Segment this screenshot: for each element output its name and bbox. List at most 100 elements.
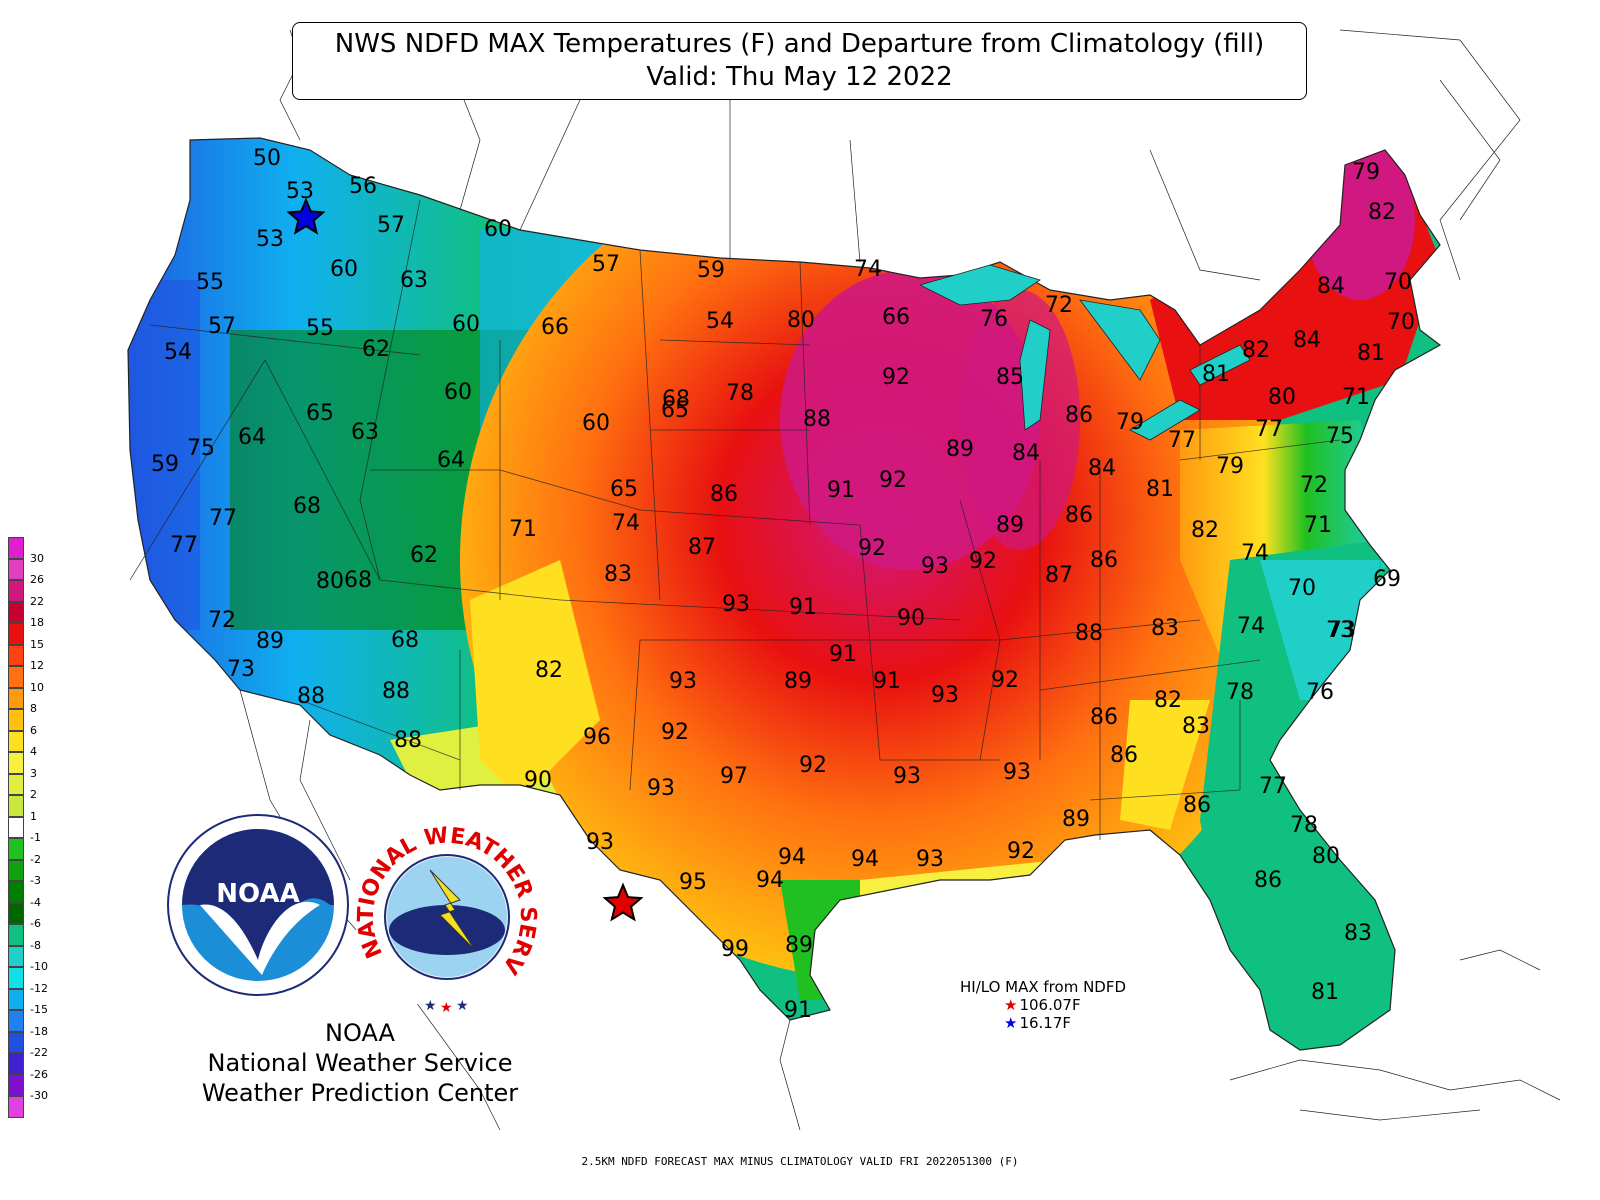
temperature-label: 76 xyxy=(1306,680,1334,705)
legend-label: -26 xyxy=(30,1067,48,1081)
noaa-credit: NOAA xyxy=(325,1019,395,1047)
legend-swatch xyxy=(8,537,24,559)
temperature-label: 92 xyxy=(882,365,910,390)
temperature-label: 82 xyxy=(535,658,563,683)
legend-label: -10 xyxy=(30,960,48,973)
temperature-label: 95 xyxy=(679,870,707,895)
legend-swatch xyxy=(8,623,24,645)
temperature-label: 71 xyxy=(1304,513,1332,538)
svg-text:★: ★ xyxy=(424,998,437,1014)
temperature-label: 56 xyxy=(349,174,377,199)
temperature-label: 73 xyxy=(1328,618,1356,643)
legend-swatch xyxy=(8,1074,24,1096)
legend-label: -12 xyxy=(30,981,48,995)
legend-swatch xyxy=(8,709,24,731)
temperature-label: 62 xyxy=(410,543,438,568)
temperature-label: 74 xyxy=(1241,541,1269,566)
legend-swatch xyxy=(8,666,24,688)
noaa-logo: NOAA xyxy=(167,814,349,996)
temperature-label: 77 xyxy=(170,533,198,558)
legend-swatches xyxy=(8,537,24,1118)
temperature-label: 70 xyxy=(1384,270,1412,295)
temperature-label: 69 xyxy=(1373,567,1401,592)
legend-label: 30 xyxy=(30,551,44,565)
temperature-label: 84 xyxy=(1012,441,1040,466)
footer-caption: 2.5KM NDFD FORECAST MAX MINUS CLIMATOLOG… xyxy=(581,1155,1019,1168)
temperature-label: 65 xyxy=(661,398,689,423)
temperature-label: 86 xyxy=(1110,743,1138,768)
nws-credit: National Weather Service xyxy=(207,1049,513,1077)
temperature-label: 65 xyxy=(306,401,334,426)
temperature-label: 79 xyxy=(1352,160,1380,185)
hilo-heading: HI/LO MAX from NDFD xyxy=(960,978,1127,996)
temperature-label: 64 xyxy=(437,448,465,473)
legend-swatch xyxy=(8,687,24,709)
temperature-label: 91 xyxy=(827,478,855,503)
legend-swatch xyxy=(8,881,24,903)
map-title: NWS NDFD MAX Temperatures (F) and Depart… xyxy=(334,29,1265,59)
legend-label: -15 xyxy=(30,1003,48,1016)
temperature-label: 82 xyxy=(1154,688,1182,713)
temperature-label: 83 xyxy=(1182,714,1210,739)
temperature-label: 66 xyxy=(541,315,569,340)
legend-swatch xyxy=(8,816,24,838)
temperature-label: 84 xyxy=(1317,274,1345,299)
temperature-label: 63 xyxy=(400,268,428,293)
temperature-label: 92 xyxy=(799,753,827,778)
legend-swatch xyxy=(8,730,24,752)
temperature-label: 53 xyxy=(256,227,284,252)
legend-label: 18 xyxy=(30,616,44,629)
legend-swatch xyxy=(8,902,24,924)
hilo-hi-row: ★ 106.07F xyxy=(1004,996,1126,1014)
temperature-label: 94 xyxy=(851,847,879,872)
legend-label: 12 xyxy=(30,659,44,672)
legend-label: 2 xyxy=(30,788,37,801)
temperature-label: 72 xyxy=(1045,293,1073,318)
temperature-label: 89 xyxy=(996,513,1024,538)
temperature-label: 77 xyxy=(1255,417,1283,442)
temperature-label: 63 xyxy=(351,420,379,445)
noaa-logo-text: NOAA xyxy=(216,879,299,909)
svg-text:★: ★ xyxy=(456,998,469,1014)
temperature-label: 53 xyxy=(286,179,314,204)
temperature-label: 74 xyxy=(612,511,640,536)
temperature-label: 55 xyxy=(306,316,334,341)
temperature-label: 64 xyxy=(238,425,266,450)
temperature-label: 59 xyxy=(697,258,725,283)
temperature-label: 87 xyxy=(1045,563,1073,588)
red-star-icon: ★ xyxy=(1004,996,1018,1014)
legend-swatch xyxy=(8,752,24,774)
temperature-label: 85 xyxy=(996,365,1024,390)
temperature-label: 73 xyxy=(1326,618,1354,643)
agency-credit: NOAA National Weather Service Weather Pr… xyxy=(170,1018,550,1108)
temperature-label: 74 xyxy=(854,257,882,282)
legend-label: 8 xyxy=(30,702,37,715)
legend-label: -6 xyxy=(30,917,41,930)
temperature-label: 80 xyxy=(787,308,815,333)
temperature-label: 87 xyxy=(688,535,716,560)
temperature-label: 86 xyxy=(1065,503,1093,528)
temperature-label: 82 xyxy=(1368,200,1396,225)
temperature-label: 94 xyxy=(778,845,806,870)
temperature-label: 93 xyxy=(669,669,697,694)
temperature-label: 91 xyxy=(829,642,857,667)
hilo-markers xyxy=(286,197,644,922)
temperature-label: 96 xyxy=(583,725,611,750)
temperature-label: 93 xyxy=(586,830,614,855)
temperature-label: 60 xyxy=(582,411,610,436)
temperature-label: 81 xyxy=(1146,477,1174,502)
temperature-label: 89 xyxy=(946,437,974,462)
temperature-label: 75 xyxy=(1326,424,1354,449)
great-lakes xyxy=(918,264,1251,441)
legend-label: -8 xyxy=(30,938,41,952)
temperature-label: 86 xyxy=(710,482,738,507)
temperature-label: 86 xyxy=(1090,548,1118,573)
temperature-label: 78 xyxy=(726,381,754,406)
temperature-label: 57 xyxy=(208,314,236,339)
temperature-label: 68 xyxy=(293,494,321,519)
temperature-label: 80 xyxy=(316,569,344,594)
legend-label: -2 xyxy=(30,852,41,866)
temperature-label: 74 xyxy=(1237,614,1265,639)
conus-outline xyxy=(127,137,1442,1051)
